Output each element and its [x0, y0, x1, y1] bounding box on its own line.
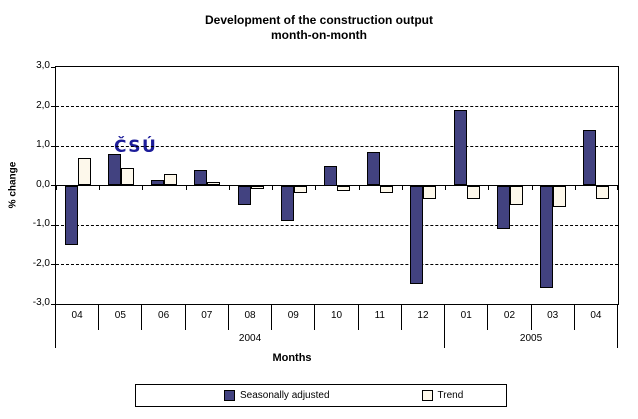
chart-title-line2: month-on-month	[271, 28, 367, 42]
category-tick	[315, 185, 317, 190]
month-label-02: 02	[488, 304, 532, 330]
x-axis-year-row: 2004 2005	[55, 330, 618, 348]
year-label-2004: 2004	[56, 330, 446, 348]
y-tick-label: -1,0	[32, 218, 50, 229]
chart-title-line1: Development of the construction output	[205, 13, 433, 27]
category-tick	[574, 185, 576, 190]
bar-trend-01	[466, 185, 480, 200]
year-label-2005: 2005	[445, 330, 618, 348]
bar-seasonally-adjusted-07	[194, 169, 208, 186]
bar-seasonally-adjusted-08	[237, 185, 251, 206]
x-axis-month-row: 04 05 06 07 08 09 10 11 12 01 02 03 04	[55, 304, 619, 330]
bar-seasonally-adjusted-02	[496, 185, 510, 229]
category-tick	[56, 185, 57, 190]
y-tick-label: 2,0	[36, 99, 50, 111]
category-tick	[401, 185, 403, 190]
category-tick	[272, 185, 274, 190]
category-tick	[185, 185, 187, 190]
bar-trend-04	[596, 185, 610, 200]
month-label-06: 06	[142, 304, 186, 330]
gridline	[56, 224, 618, 226]
bar-trend-05	[120, 167, 134, 186]
category-tick	[142, 185, 144, 190]
x-axis-title: Months	[272, 352, 312, 364]
gridline	[56, 145, 618, 147]
bar-trend-11	[380, 185, 394, 194]
bar-seasonally-adjusted-05	[107, 153, 121, 186]
month-label-05: 05	[99, 304, 143, 330]
legend-swatch-icon	[224, 390, 235, 401]
category-tick	[445, 185, 447, 190]
csu-logo: ČSÚ	[114, 137, 158, 157]
bar-seasonally-adjusted-06	[151, 179, 165, 186]
category-tick	[99, 185, 101, 190]
month-label-12: 12	[402, 304, 446, 330]
y-tick-label: 3,0	[36, 60, 50, 71]
plot-area: ČSÚ	[51, 66, 619, 305]
y-axis-tick	[51, 145, 56, 147]
y-tick-label: 0,0	[36, 178, 50, 190]
y-axis-tick	[51, 185, 56, 186]
category-tick	[617, 185, 618, 190]
bar-trend-07	[207, 181, 221, 186]
month-label-03: 03	[532, 304, 575, 330]
bar-trend-08	[250, 185, 264, 190]
y-tick-label: 1,0	[36, 139, 50, 150]
legend-swatch-icon	[421, 390, 433, 401]
month-label-10: 10	[315, 304, 359, 330]
bar-trend-06	[164, 173, 178, 186]
bar-trend-03	[553, 185, 567, 208]
legend-label: Seasonally adjusted	[240, 390, 330, 401]
month-label-04: 04	[56, 304, 100, 330]
month-label-09: 09	[272, 304, 316, 330]
bar-trend-02	[509, 185, 523, 206]
y-tick-label: -3,0	[32, 297, 50, 308]
month-label-11: 11	[359, 304, 402, 330]
bar-seasonally-adjusted-03	[540, 185, 554, 289]
bar-seasonally-adjusted-12	[410, 185, 424, 285]
month-label-01: 01	[445, 304, 489, 330]
gridline	[56, 264, 618, 265]
y-axis-tick	[51, 264, 56, 265]
bar-seasonally-adjusted-04	[64, 185, 78, 245]
bar-seasonally-adjusted-04	[583, 130, 597, 186]
category-tick	[488, 185, 490, 190]
legend-label: Trend	[437, 390, 464, 401]
y-axis-tick	[51, 303, 56, 305]
bar-trend-09	[293, 185, 307, 194]
month-label-04: 04	[575, 304, 619, 330]
y-axis-tick	[51, 66, 56, 68]
category-tick	[228, 185, 230, 190]
category-tick	[358, 185, 360, 190]
legend-item-seasonally-adjusted: Seasonally adjusted	[224, 390, 330, 401]
bar-seasonally-adjusted-10	[324, 165, 337, 186]
bar-seasonally-adjusted-01	[453, 110, 467, 186]
gridline	[56, 106, 618, 107]
legend-box: Seasonally adjusted Trend	[135, 384, 507, 407]
bar-seasonally-adjusted-09	[280, 185, 294, 222]
y-axis-tick	[51, 106, 56, 107]
y-tick-label: -2,0	[32, 257, 50, 269]
month-label-08: 08	[229, 304, 273, 330]
bar-trend-10	[337, 185, 350, 192]
bar-trend-12	[423, 185, 437, 200]
bar-seasonally-adjusted-11	[367, 151, 381, 186]
chart-title: Development of the construction output m…	[0, 13, 638, 43]
month-label-07: 07	[186, 304, 229, 330]
category-tick	[531, 185, 533, 190]
bar-trend-04	[77, 157, 91, 186]
y-axis-tick	[51, 224, 56, 226]
legend-item-trend: Trend	[421, 390, 464, 401]
